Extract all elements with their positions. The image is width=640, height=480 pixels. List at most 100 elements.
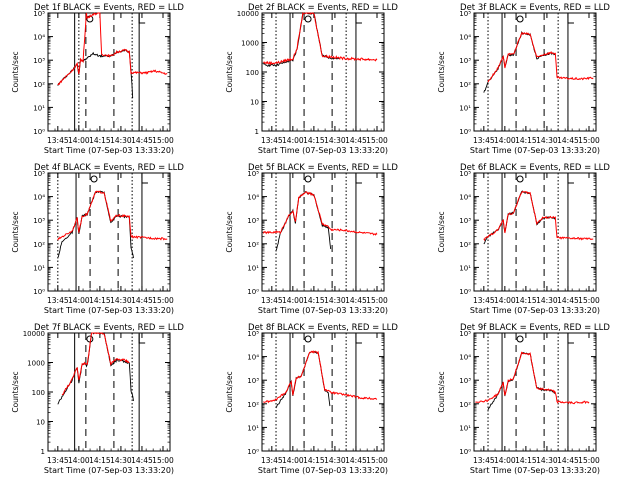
plot-frame (261, 12, 385, 132)
x-tick-label: 15:00 (152, 456, 174, 465)
x-tick-label: 13:45 (47, 136, 69, 145)
event-flag-bracket (138, 14, 146, 24)
series-lld-line (263, 11, 378, 66)
x-tick-label: 14:30 (536, 456, 558, 465)
x-tick-label: 14:30 (536, 296, 558, 305)
x-tick-label: 14:30 (324, 296, 346, 305)
x-axis-label: Start Time (07-Sep-03 13:33:20) (470, 466, 600, 475)
x-tick-label: 14:00 (68, 456, 90, 465)
chart-title: Det 4f BLACK = Events, RED = LLD (34, 163, 184, 173)
y-tick-label: 10⁵ (33, 170, 45, 178)
x-tick-label: 14:45 (131, 296, 153, 305)
y-tick-label: 10⁵ (247, 330, 259, 338)
y-tick-label: 10¹ (459, 264, 471, 272)
x-tick-label: 14:30 (110, 456, 132, 465)
series-lld-line (483, 190, 594, 242)
plot-frame (473, 172, 597, 292)
event-flag-bracket (355, 334, 362, 344)
x-tick-label: 14:15 (89, 136, 111, 145)
y-tick-label: 100 (32, 389, 45, 397)
x-tick-label: 14:00 (68, 296, 90, 305)
y-tick-label: 10³ (247, 377, 259, 385)
y-axis-label: Counts/sec (437, 211, 446, 252)
x-tick-label: 14:30 (110, 136, 132, 145)
x-axis-label: Start Time (07-Sep-03 13:33:20) (258, 306, 388, 315)
x-tick-label: 14:45 (557, 136, 579, 145)
x-tick-label: 13:45 (473, 136, 495, 145)
y-tick-label: 10⁰ (33, 128, 45, 136)
y-tick-label: 10⁵ (459, 330, 471, 338)
series-events-line (487, 351, 556, 411)
y-tick-label: 10¹ (247, 264, 259, 272)
x-tick-label: 14:45 (345, 136, 367, 145)
y-tick-label: 1000 (241, 40, 259, 48)
y-tick-label: 10¹ (459, 424, 471, 432)
x-tick-label: 14:00 (282, 136, 304, 145)
x-tick-label: 15:00 (578, 456, 600, 465)
event-flag-bracket (355, 174, 362, 184)
y-tick-label: 10² (247, 241, 259, 249)
chart-panel-6: Det 6f BLACK = Events, RED = LLD Counts/s… (437, 163, 610, 315)
y-tick-label: 10⁴ (33, 194, 45, 202)
y-axis-label: Counts/sec (225, 371, 234, 412)
x-tick-label: 14:00 (494, 296, 516, 305)
y-tick-label: 10³ (459, 217, 471, 225)
chart-title: Det 6f BLACK = Events, RED = LLD (460, 163, 610, 173)
y-tick-label: 10⁵ (33, 10, 45, 18)
plot-frame (47, 12, 171, 132)
y-tick-label: 10¹ (33, 104, 45, 112)
event-flag-bracket (567, 334, 574, 344)
event-flag-bracket (567, 174, 574, 184)
chart-panel-4: Det 4f BLACK = Events, RED = LLD Counts/s… (11, 163, 184, 315)
series-events-line (57, 332, 134, 405)
chart-title: Det 8f BLACK = Events, RED = LLD (248, 323, 398, 333)
y-tick-label: 10 (36, 419, 45, 427)
chart-panel-3: Det 3f BLACK = Events, RED = LLD Counts/s… (437, 3, 610, 155)
event-flag-circle (516, 335, 524, 343)
x-tick-label: 14:45 (557, 296, 579, 305)
y-tick-label: 10⁵ (459, 170, 471, 178)
event-flag-bracket (138, 334, 146, 344)
x-tick-label: 14:15 (89, 456, 111, 465)
y-tick-label: 1 (41, 448, 45, 456)
y-tick-label: 10⁰ (459, 288, 471, 296)
y-tick-label: 10² (33, 81, 45, 89)
x-tick-label: 13:45 (473, 456, 495, 465)
x-tick-label: 14:45 (131, 456, 153, 465)
plot-frame (261, 332, 385, 452)
y-tick-label: 1000 (27, 360, 45, 368)
y-tick-label: 10⁴ (247, 194, 259, 202)
event-flag-circle (516, 175, 524, 183)
y-axis-label: Counts/sec (11, 51, 20, 92)
chart-panel-1: Det 1f BLACK = Events, RED = LLD Counts/s… (11, 3, 184, 155)
x-tick-label: 14:00 (494, 456, 516, 465)
x-tick-label: 13:45 (47, 456, 69, 465)
x-tick-label: 14:45 (131, 136, 153, 145)
y-tick-label: 10⁰ (33, 288, 45, 296)
y-tick-label: 1 (255, 128, 259, 136)
series-lld-line (475, 351, 590, 405)
series-events-line (275, 191, 332, 251)
y-tick-label: 10⁰ (247, 288, 259, 296)
x-tick-label: 15:00 (366, 136, 388, 145)
x-tick-label: 14:15 (515, 456, 537, 465)
x-tick-label: 14:15 (303, 136, 325, 145)
y-tick-label: 10³ (459, 57, 471, 65)
event-flag-bracket (141, 174, 148, 184)
y-tick-label: 10¹ (459, 104, 471, 112)
y-tick-label: 10¹ (33, 264, 45, 272)
x-tick-label: 13:45 (47, 296, 69, 305)
chart-panel-2: Det 2f BLACK = Events, RED = LLD Counts/s… (225, 3, 398, 155)
x-axis-label: Start Time (07-Sep-03 13:33:20) (258, 146, 388, 155)
y-tick-label: 10⁴ (459, 194, 471, 202)
y-tick-label: 10⁰ (459, 128, 471, 136)
y-tick-label: 10³ (247, 217, 259, 225)
y-tick-label: 10 (250, 99, 259, 107)
series-lld-line (263, 350, 378, 404)
y-tick-label: 10⁴ (33, 34, 45, 42)
x-tick-label: 14:15 (515, 296, 537, 305)
x-axis-label: Start Time (07-Sep-03 13:33:20) (44, 466, 174, 475)
series-lld-line (57, 12, 168, 86)
x-tick-label: 14:30 (110, 296, 132, 305)
